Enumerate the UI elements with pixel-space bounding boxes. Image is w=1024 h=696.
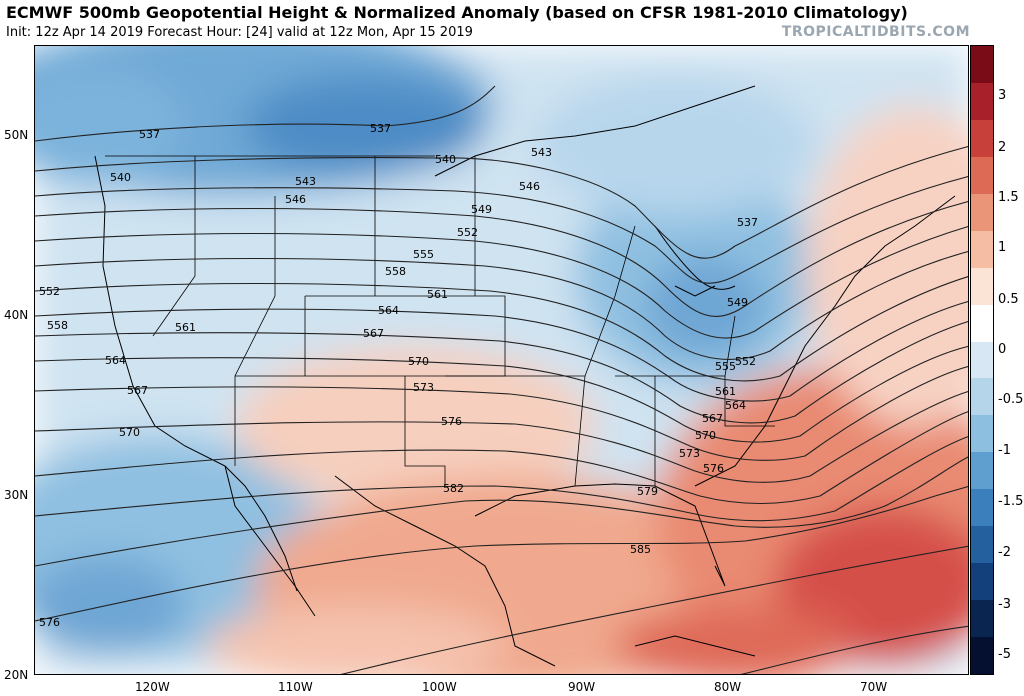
contour-label: 552 bbox=[735, 355, 756, 368]
colorbar-tick-label: 2 bbox=[998, 140, 1007, 155]
lon-label: 110W bbox=[278, 680, 313, 694]
contour-label: 567 bbox=[127, 384, 148, 397]
political-borders bbox=[105, 155, 775, 487]
lon-label: 100W bbox=[422, 680, 457, 694]
contour-label: 561 bbox=[427, 288, 448, 301]
contour-label: 567 bbox=[702, 412, 723, 425]
colorbar-segment bbox=[971, 637, 993, 674]
colorbar-segment bbox=[971, 304, 993, 342]
map-title: ECMWF 500mb Geopotential Height & Normal… bbox=[6, 3, 908, 22]
contour-label: 567 bbox=[363, 327, 384, 340]
contour-label: 570 bbox=[408, 355, 429, 368]
contour-label: 558 bbox=[385, 265, 406, 278]
colorbar-segment bbox=[971, 415, 993, 453]
contour-label: 558 bbox=[47, 319, 68, 332]
colorbar-segment bbox=[971, 563, 993, 601]
colorbar-segment bbox=[971, 378, 993, 416]
contour-label: 585 bbox=[630, 543, 651, 556]
contour-label: 573 bbox=[679, 447, 700, 460]
contour-label: 549 bbox=[727, 296, 748, 309]
contour-label: 546 bbox=[285, 193, 306, 206]
contour-label: 561 bbox=[175, 321, 196, 334]
colorbar-tick-label: -1.5 bbox=[998, 494, 1024, 509]
contour-label: 549 bbox=[471, 203, 492, 216]
contour-label: 576 bbox=[441, 415, 462, 428]
contour-label: 540 bbox=[110, 171, 131, 184]
colorbar-tick-label: -2 bbox=[998, 545, 1011, 560]
lon-label: 80W bbox=[714, 680, 742, 694]
contour-label: 537 bbox=[139, 128, 160, 141]
height-contours bbox=[35, 85, 968, 674]
colorbar-segment bbox=[971, 82, 993, 120]
contour-label: 564 bbox=[725, 399, 746, 412]
lon-label: 70W bbox=[860, 680, 888, 694]
lat-label: 20N bbox=[4, 668, 29, 682]
contour-label: 576 bbox=[703, 462, 724, 475]
contour-label: 555 bbox=[413, 248, 434, 261]
lat-label: 30N bbox=[4, 488, 29, 502]
colorbar-segment bbox=[971, 489, 993, 527]
colorbar-segment bbox=[971, 526, 993, 564]
contour-label: 555 bbox=[715, 360, 736, 373]
contour-labels: 537 537 540 540 543 543 546 546 549 552 … bbox=[39, 122, 758, 629]
colorbar-segment bbox=[971, 193, 993, 231]
colorbar-segment bbox=[971, 46, 993, 83]
contour-label: 561 bbox=[715, 385, 736, 398]
lon-label: 90W bbox=[568, 680, 596, 694]
contour-label: 579 bbox=[637, 485, 658, 498]
colorbar-segment bbox=[971, 119, 993, 157]
colorbar-segment bbox=[971, 600, 993, 637]
map-panel: 537 537 540 540 543 543 546 546 549 552 … bbox=[34, 45, 969, 675]
contour-label: 540 bbox=[435, 153, 456, 166]
colorbar-segment bbox=[971, 267, 993, 305]
contour-label: 552 bbox=[39, 285, 60, 298]
anomaly-colorbar bbox=[970, 45, 994, 675]
colorbar-tick-label: 0.5 bbox=[998, 292, 1019, 307]
contour-label: 552 bbox=[457, 226, 478, 239]
anomaly-shading bbox=[35, 46, 968, 674]
contour-label: 564 bbox=[378, 304, 399, 317]
colorbar-tick-label: -5 bbox=[998, 647, 1011, 662]
colorbar-tick-label: -1 bbox=[998, 443, 1011, 458]
colorbar-tick-label: 1 bbox=[998, 240, 1007, 255]
contour-label: 582 bbox=[443, 482, 464, 495]
contour-label: 570 bbox=[695, 429, 716, 442]
colorbar-tick-label: -3 bbox=[998, 597, 1011, 612]
contour-label: 543 bbox=[531, 146, 552, 159]
lat-label: 40N bbox=[4, 308, 29, 322]
map-subtitle: Init: 12z Apr 14 2019 Forecast Hour: [24… bbox=[6, 25, 473, 40]
lat-label: 50N bbox=[4, 128, 29, 142]
colorbar-segment bbox=[971, 156, 993, 194]
colorbar-segment bbox=[971, 452, 993, 490]
colorbar-tick-label: -0.5 bbox=[998, 392, 1024, 407]
colorbar-tick-label: 3 bbox=[998, 88, 1007, 103]
contour-label: 576 bbox=[39, 616, 60, 629]
contour-label: 543 bbox=[295, 175, 316, 188]
colorbar-tick-label: 0 bbox=[998, 342, 1007, 357]
lon-label: 120W bbox=[135, 680, 170, 694]
colorbar-tick-label: 1.5 bbox=[998, 190, 1019, 205]
colorbar-segment bbox=[971, 230, 993, 268]
contour-label: 570 bbox=[119, 426, 140, 439]
contour-label: 537 bbox=[370, 122, 391, 135]
colorbar-segment bbox=[971, 341, 993, 379]
contour-label: 573 bbox=[413, 381, 434, 394]
map-canvas: 537 537 540 540 543 543 546 546 549 552 … bbox=[35, 46, 968, 674]
contour-label: 537 bbox=[737, 216, 758, 229]
brand-watermark: TROPICALTIDBITS.COM bbox=[781, 24, 970, 40]
contour-label: 546 bbox=[519, 180, 540, 193]
contour-label: 564 bbox=[105, 354, 126, 367]
